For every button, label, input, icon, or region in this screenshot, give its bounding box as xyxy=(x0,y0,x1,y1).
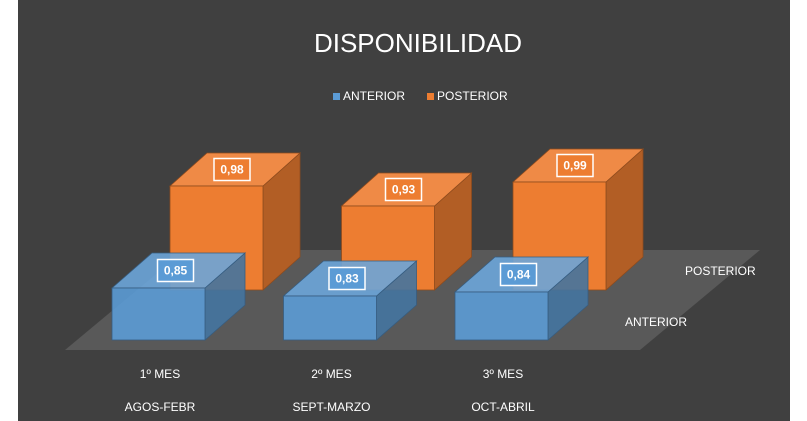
value-label-box xyxy=(213,157,251,182)
legend-swatch xyxy=(333,93,340,100)
x-tick-sublabel: AGOS-FEBR xyxy=(125,400,196,414)
x-tick-label: 1º MES xyxy=(140,367,180,381)
value-label: 0,83 xyxy=(335,272,359,286)
x-tick-sublabel: OCT-ABRIL xyxy=(471,400,535,414)
value-label-box xyxy=(156,258,195,283)
value-label-box xyxy=(499,262,538,287)
x-tick-label: 2º MES xyxy=(311,367,351,381)
value-label-box xyxy=(328,266,366,291)
bar xyxy=(283,295,377,341)
bar xyxy=(111,287,206,341)
depth-label: ANTERIOR xyxy=(625,315,687,329)
legend-label: POSTERIOR xyxy=(437,89,508,103)
chart-title: DISPONIBILIDAD xyxy=(314,28,522,58)
legend-label: ANTERIOR xyxy=(343,89,405,103)
x-tick-sublabel: SEPT-MARZO xyxy=(292,400,370,414)
legend-swatch xyxy=(427,93,434,100)
bar xyxy=(454,291,549,341)
x-tick-label: 3º MES xyxy=(483,367,523,381)
value-label: 0,98 xyxy=(220,163,244,177)
value-label: 0,84 xyxy=(507,268,531,282)
value-label-box xyxy=(384,177,423,202)
value-label: 0,85 xyxy=(164,264,188,278)
value-label-box xyxy=(556,153,594,178)
value-label: 0,93 xyxy=(392,183,416,197)
depth-label: POSTERIOR xyxy=(685,264,756,278)
value-label: 0,99 xyxy=(563,159,587,173)
